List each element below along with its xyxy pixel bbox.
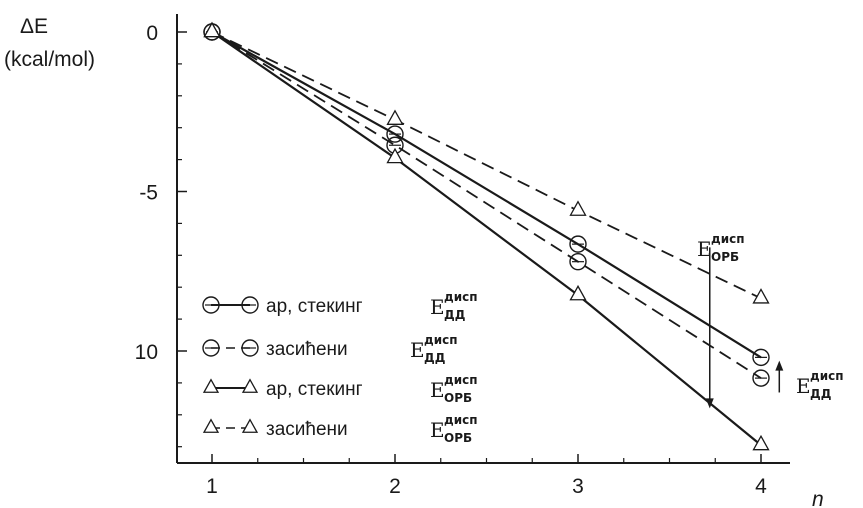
energy-superscript: дисп bbox=[444, 290, 478, 304]
legend-marker bbox=[241, 296, 259, 314]
energy-symbol: E bbox=[430, 418, 445, 442]
circle-marker-ring bbox=[752, 369, 770, 387]
energy-symbol: E bbox=[430, 378, 445, 402]
y-axis-label-unit: (kcal/mol) bbox=[4, 48, 95, 71]
y-tick-label: 10 bbox=[135, 341, 158, 364]
series-line bbox=[211, 31, 762, 379]
legend-marker bbox=[241, 339, 259, 357]
energy-subscript: ДД bbox=[424, 351, 445, 365]
energy-symbol: E bbox=[430, 295, 445, 319]
axes bbox=[176, 14, 790, 464]
x-tick-label: 1 bbox=[206, 475, 218, 498]
energy-superscript: дисп bbox=[444, 373, 478, 387]
energy-subscript: ДД bbox=[444, 308, 465, 322]
data-point bbox=[569, 200, 587, 216]
circle-marker-ring bbox=[569, 252, 587, 271]
series-2 bbox=[203, 23, 770, 387]
series-line bbox=[211, 31, 762, 300]
circle-marker-ring bbox=[569, 235, 587, 253]
data-point bbox=[569, 252, 587, 271]
energy-subscript: ОРБ bbox=[711, 250, 739, 264]
legend-marker bbox=[202, 296, 220, 314]
energy-superscript: дисп bbox=[711, 232, 745, 246]
data-point bbox=[386, 147, 404, 164]
data-point bbox=[386, 109, 404, 125]
y-tick-label: -5 bbox=[139, 182, 158, 205]
energy-subscript: ДД bbox=[810, 387, 831, 401]
legend-label: засићени bbox=[266, 419, 348, 440]
energy-subscript: ОРБ bbox=[444, 391, 472, 405]
y-tick-label: 0 bbox=[146, 22, 158, 45]
series-line bbox=[211, 31, 762, 446]
legend-marker bbox=[241, 418, 259, 433]
data-point bbox=[569, 235, 587, 253]
legend-marker bbox=[202, 339, 220, 357]
x-axis-label: n bbox=[812, 488, 824, 508]
data-point bbox=[386, 125, 404, 143]
energy-symbol: E bbox=[796, 374, 811, 398]
y-axis-label-symbol: ΔE bbox=[20, 15, 48, 38]
legend-label: ар, стекинг bbox=[266, 379, 363, 400]
series-group bbox=[203, 21, 770, 451]
annotation-arrowhead bbox=[775, 360, 784, 371]
energy-symbol: E bbox=[697, 237, 712, 261]
series-line bbox=[211, 31, 762, 359]
energy-superscript: дисп bbox=[810, 369, 844, 383]
circle-marker-ring bbox=[241, 339, 259, 357]
data-point bbox=[569, 284, 587, 301]
x-tick-label: 2 bbox=[389, 475, 401, 498]
ticks: 1 2 3 4 0 -5 10 bbox=[135, 22, 768, 498]
energy-subscript: ОРБ bbox=[444, 431, 472, 445]
legend-marker bbox=[202, 378, 220, 393]
series-4 bbox=[203, 21, 770, 304]
circle-marker-ring bbox=[202, 296, 220, 314]
legend-marker bbox=[202, 418, 220, 433]
x-tick-label: 3 bbox=[572, 475, 584, 498]
circle-marker-ring bbox=[241, 296, 259, 314]
circle-marker-ring bbox=[752, 348, 770, 367]
data-point bbox=[752, 369, 770, 387]
data-point bbox=[752, 288, 770, 304]
circle-marker-ring bbox=[202, 339, 220, 357]
x-tick-label: 4 bbox=[755, 475, 767, 498]
energy-symbol: E bbox=[410, 338, 425, 362]
data-point bbox=[752, 348, 770, 367]
circle-marker-ring bbox=[386, 125, 404, 143]
annotation-arrowhead bbox=[705, 398, 714, 409]
energy-superscript: дисп bbox=[424, 333, 458, 347]
legend-label: засићени bbox=[266, 339, 348, 360]
data-point bbox=[203, 21, 221, 38]
energy-superscript: дисп bbox=[444, 413, 478, 427]
legend-marker bbox=[241, 378, 259, 393]
legend-label: ар, стекинг bbox=[266, 296, 363, 317]
data-point bbox=[752, 434, 770, 451]
